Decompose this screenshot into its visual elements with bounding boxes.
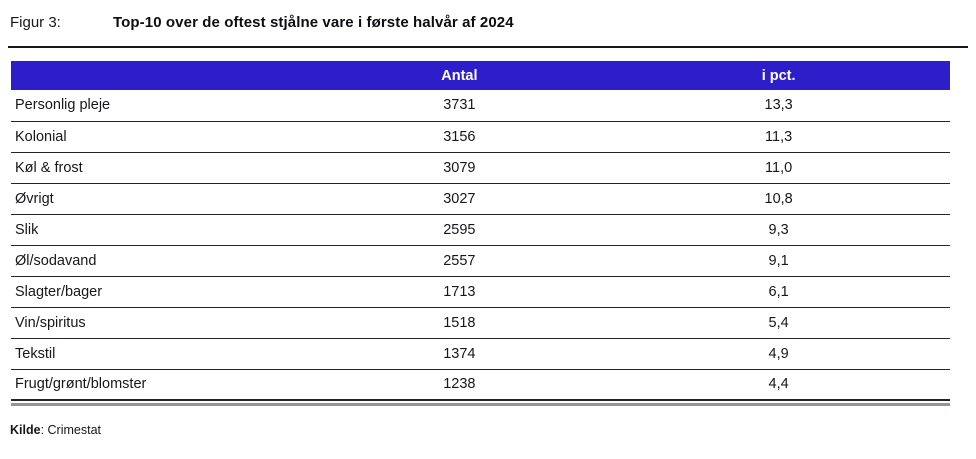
row-label: Køl & frost bbox=[15, 159, 83, 176]
source-value: : Crimestat bbox=[40, 423, 101, 437]
header-pct: i pct. bbox=[761, 67, 796, 84]
row-antal: 3731 bbox=[443, 97, 476, 114]
row-label: Tekstil bbox=[15, 345, 56, 362]
row-pct: 9,3 bbox=[768, 221, 789, 238]
row-antal: 1374 bbox=[443, 345, 476, 362]
source-note: Kilde: Crimestat bbox=[10, 423, 976, 437]
row-pct: 4,9 bbox=[768, 345, 789, 362]
table-header-row: Antal i pct. bbox=[11, 61, 950, 90]
title-divider bbox=[8, 46, 968, 48]
row-label: Slagter/bager bbox=[15, 283, 103, 300]
table-row: Personlig pleje 3731 13,3 bbox=[11, 90, 950, 121]
table-bottom-bar bbox=[11, 403, 950, 406]
row-antal: 3027 bbox=[443, 190, 476, 207]
row-antal: 1238 bbox=[443, 376, 476, 393]
row-label: Frugt/grønt/blomster bbox=[15, 376, 147, 393]
row-antal: 1713 bbox=[443, 283, 476, 300]
figure-title: Top-10 over de oftest stjålne vare i før… bbox=[113, 14, 514, 31]
row-antal: 3079 bbox=[443, 159, 476, 176]
row-pct: 11,3 bbox=[765, 128, 793, 145]
row-pct: 10,8 bbox=[764, 190, 793, 207]
source-label: Kilde bbox=[10, 423, 41, 437]
row-antal: 1518 bbox=[443, 314, 476, 331]
row-pct: 6,1 bbox=[768, 283, 789, 300]
row-pct: 11,0 bbox=[765, 159, 793, 176]
table-row: Frugt/grønt/blomster 1238 4,4 bbox=[11, 369, 950, 400]
row-antal: 3156 bbox=[443, 128, 476, 145]
table-row: Øvrigt 3027 10,8 bbox=[11, 183, 950, 214]
row-label: Slik bbox=[15, 221, 39, 238]
table-row: Kolonial 3156 11,3 bbox=[11, 121, 950, 152]
row-pct: 13,3 bbox=[764, 97, 793, 114]
figure-header: Figur 3: Top-10 over de oftest stjålne v… bbox=[0, 0, 976, 33]
table-row: Slik 2595 9,3 bbox=[11, 214, 950, 245]
table-row: Køl & frost 3079 11,0 bbox=[11, 152, 950, 183]
table-row: Slagter/bager 1713 6,1 bbox=[11, 276, 950, 307]
table-row: Øl/sodavand 2557 9,1 bbox=[11, 245, 950, 276]
row-pct: 9,1 bbox=[768, 252, 789, 269]
header-category bbox=[11, 61, 311, 90]
table-row: Vin/spiritus 1518 5,4 bbox=[11, 307, 950, 338]
row-label: Øvrigt bbox=[15, 190, 54, 207]
row-label: Vin/spiritus bbox=[15, 314, 86, 331]
row-antal: 2557 bbox=[443, 252, 476, 269]
row-pct: 4,4 bbox=[768, 376, 789, 393]
table-row: Tekstil 1374 4,9 bbox=[11, 338, 950, 369]
row-antal: 2595 bbox=[443, 221, 476, 238]
top10-stolen-goods-table: Antal i pct. Personlig pleje 3731 13,3 K… bbox=[11, 61, 950, 401]
row-pct: 5,4 bbox=[768, 314, 789, 331]
row-label: Øl/sodavand bbox=[15, 252, 97, 269]
row-label: Kolonial bbox=[15, 128, 67, 145]
header-antal: Antal bbox=[441, 67, 478, 84]
row-label: Personlig pleje bbox=[15, 97, 111, 114]
figure-label: Figur 3: bbox=[10, 14, 61, 31]
